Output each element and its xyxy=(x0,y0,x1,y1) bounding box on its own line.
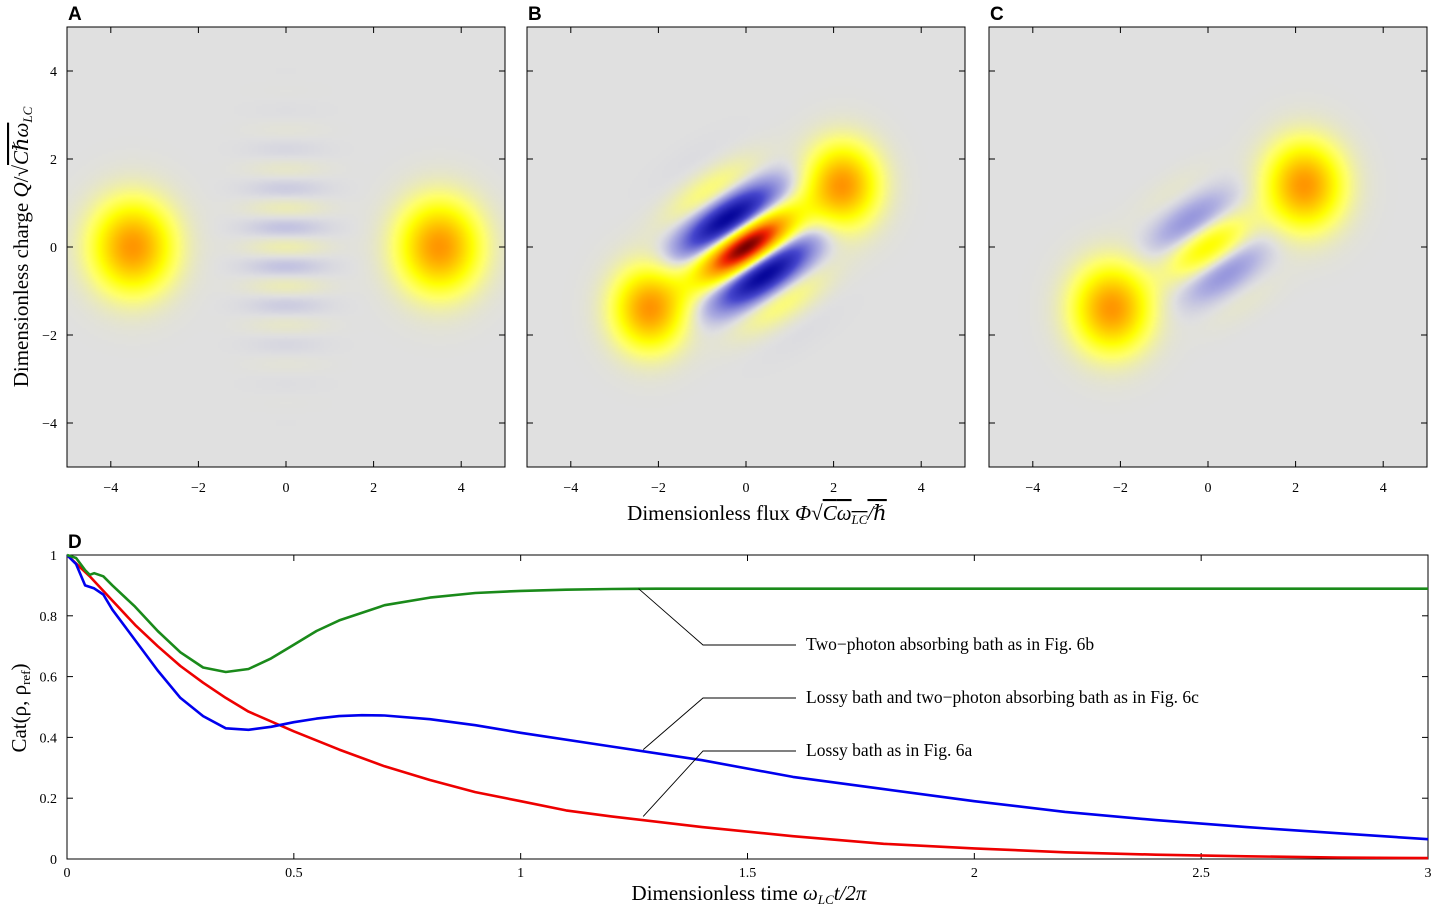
panel-c-xtick-label: −4 xyxy=(1025,481,1040,496)
panel-d-ytick-label: 0.8 xyxy=(40,610,58,625)
legend-label-two-photon: Two−photon absorbing bath as in Fig. 6b xyxy=(806,634,1094,654)
panel-a-ytick-label: 2 xyxy=(50,153,57,168)
panel-a: −4 −2 0 2 4 −4 −2 0 2 4 A xyxy=(42,4,506,496)
panel-d-xtick-label: 2 xyxy=(971,866,978,881)
panel-a-xtick-label: −2 xyxy=(191,481,206,496)
callout-two-photon xyxy=(638,588,796,646)
bottom-y-axis-label: Cat(ρ, ρref) xyxy=(7,663,33,752)
panel-b-xtick-label: 2 xyxy=(830,481,837,496)
panel-a-xtick-label: −4 xyxy=(103,481,118,496)
callout-lossy xyxy=(642,750,796,817)
panel-d-series xyxy=(66,553,1429,860)
panel-d-letter: D xyxy=(68,532,82,553)
panel-b-wigner-heatmap xyxy=(527,27,965,467)
legend-label-lossy: Lossy bath as in Fig. 6a xyxy=(806,740,972,760)
panel-c-xtick-label: −2 xyxy=(1113,481,1128,496)
panel-c-ticks: −4 −2 0 2 4 xyxy=(989,27,1427,496)
panel-d-callouts xyxy=(638,588,796,817)
panel-d-xtick-label: 0.5 xyxy=(285,866,303,881)
panel-b: −4 −2 0 2 4 B xyxy=(526,4,966,496)
panel-c-xtick-label: 2 xyxy=(1292,481,1299,496)
panel-b-xtick-label: −4 xyxy=(563,481,578,496)
panel-a-xtick-label: 2 xyxy=(370,481,377,496)
panel-b-xtick-label: −2 xyxy=(651,481,666,496)
panel-d-ytick-label: 0.4 xyxy=(40,731,58,746)
panel-c-wigner-heatmap xyxy=(989,27,1427,467)
panel-c-xtick-label: 0 xyxy=(1205,481,1212,496)
panel-c-xtick-label: 4 xyxy=(1380,481,1387,496)
panel-d-xtick-label: 1 xyxy=(517,866,524,881)
panel-d-ytick-label: 1 xyxy=(50,549,57,564)
lossy-and-two-photon-series-line xyxy=(66,554,1429,841)
lossy-series-line xyxy=(66,554,1429,860)
bottom-x-axis-label: Dimensionless time ωLCt/2π xyxy=(632,881,867,907)
panel-d-xtick-label: 2.5 xyxy=(1192,866,1210,881)
panel-a-ticks: −4 −2 0 2 4 −4 −2 0 2 4 xyxy=(42,27,505,496)
panel-a-xtick-label: 0 xyxy=(283,481,290,496)
panel-a-ytick-label: 0 xyxy=(50,241,57,256)
panel-a-ytick-label: −2 xyxy=(42,329,57,344)
panel-a-ytick-label: 4 xyxy=(50,65,57,80)
panel-d-xtick-label: 3 xyxy=(1425,866,1432,881)
panel-a-letter: A xyxy=(68,4,82,25)
panel-d-ytick-label: 0.2 xyxy=(40,792,58,807)
two-photon-series-line xyxy=(66,553,1428,674)
legend-label-lossy-two-photon: Lossy bath and two−photon absorbing bath… xyxy=(806,687,1199,707)
panel-d: 0 0.5 1 1.5 2 2.5 3 0 0.2 0.4 0.6 0.8 1 D Two−photon… xyxy=(40,532,1432,881)
panel-d-xtick-label: 0 xyxy=(64,866,71,881)
panel-d-ytick-label: 0 xyxy=(50,853,57,868)
panel-a-ytick-label: −4 xyxy=(42,417,57,432)
panel-c: −4 −2 0 2 4 C xyxy=(988,4,1428,496)
top-y-axis-label: Dimensionless charge Q/√CℏωLC xyxy=(9,106,35,387)
panel-a-xtick-label: 4 xyxy=(458,481,465,496)
panel-d-frame xyxy=(66,554,1429,860)
panel-a-wigner-heatmap xyxy=(67,27,505,467)
panel-c-letter: C xyxy=(990,4,1004,25)
panel-d-xtick-label: 1.5 xyxy=(739,866,757,881)
panel-b-letter: B xyxy=(528,4,542,25)
panel-d-ytick-label: 0.6 xyxy=(40,671,58,686)
panel-b-xtick-label: 0 xyxy=(743,481,750,496)
top-x-axis-label: Dimensionless flux Φ√CωLC/ℏ xyxy=(627,501,887,527)
callout-lossy-two-photon xyxy=(642,697,796,750)
panel-b-ticks: −4 −2 0 2 4 xyxy=(527,27,965,496)
panel-b-xtick-label: 4 xyxy=(918,481,925,496)
